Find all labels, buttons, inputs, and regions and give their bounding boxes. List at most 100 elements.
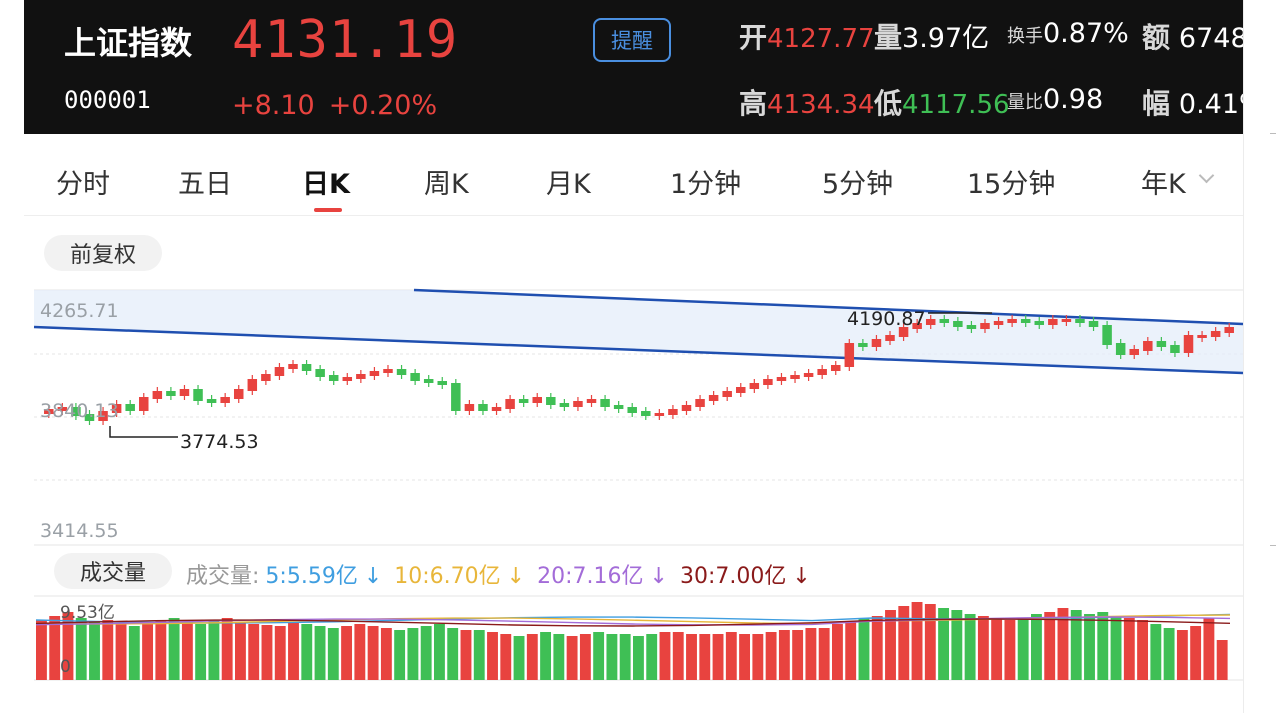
volume-bar (938, 608, 950, 680)
volume-bar (168, 618, 180, 680)
volume-bar (487, 632, 498, 680)
y-axis-label-top: 4265.71 (40, 300, 119, 322)
candle-body (817, 369, 827, 375)
volume-bar (261, 625, 273, 680)
change-value: +8.10 (232, 90, 315, 121)
volume-bar (1057, 608, 1069, 680)
volume-bar (274, 626, 286, 680)
candle-body (912, 323, 922, 329)
volume-bar (1110, 616, 1122, 680)
tab-daily-k[interactable]: 日K (302, 169, 350, 200)
channel-upper-line (413, 288, 1243, 326)
candle-body (654, 413, 665, 416)
adjust-mode-button[interactable]: 前复权 (44, 235, 162, 271)
volume-bar (579, 634, 591, 680)
candle-body (790, 375, 800, 379)
volume-bar (1084, 614, 1095, 680)
volume-bar (1044, 612, 1056, 680)
right-edge-panel (1243, 0, 1280, 713)
volume-bar (1097, 612, 1109, 680)
tab-intraday[interactable]: 分时 (56, 169, 110, 200)
tab-five-day[interactable]: 五日 (178, 169, 232, 200)
volume-bar (606, 634, 618, 680)
volume-bar (1004, 620, 1016, 680)
candle-body (993, 321, 1004, 325)
volume-bar (619, 634, 631, 680)
volume-bar (858, 618, 870, 680)
candle-body (356, 374, 366, 379)
candle-body (1210, 331, 1221, 337)
tab-15min[interactable]: 15分钟 (967, 169, 1056, 200)
volume-bar (805, 628, 817, 680)
candle-body (1020, 319, 1031, 323)
tab-1min[interactable]: 1分钟 (670, 169, 742, 200)
high-label: 高 (739, 87, 768, 120)
change-percent: +0.20% (328, 90, 438, 121)
volume-bar (540, 632, 552, 680)
volume-bar (288, 622, 299, 680)
candlestick-chart[interactable]: 4265.71 3840.13 3414.55 3774.53 4190.87 (24, 280, 1243, 550)
candle-body (152, 391, 163, 399)
volume-bar (1031, 614, 1042, 680)
candle-body (518, 399, 529, 403)
candle-body (939, 319, 950, 323)
volume-bar (686, 634, 697, 680)
volume-bar (633, 636, 644, 680)
candle-body (1075, 319, 1085, 323)
candle-body (1224, 327, 1234, 333)
volume-bar (1017, 618, 1029, 680)
price-change: +8.10 +0.20% (232, 90, 451, 121)
candle-body (668, 409, 678, 415)
volume-bar (407, 628, 419, 680)
volume-bar (49, 616, 61, 680)
stat-open: 开4127.77 (739, 16, 875, 56)
ma5-value: 5:5.59亿 ↓ (265, 564, 383, 589)
low-label: 低 (874, 87, 903, 120)
candle-body (98, 411, 108, 421)
volume-axis-bottom: 0 (60, 657, 71, 677)
volume-bar (341, 626, 353, 680)
volume-bar (739, 634, 751, 680)
candle-body (410, 373, 420, 381)
candle-body (505, 399, 515, 409)
low-value: 4117.56 (902, 90, 1010, 120)
volume-bar (1203, 618, 1215, 680)
candle-body (342, 377, 353, 381)
stat-amount: 额 6748 (1142, 16, 1243, 56)
volume-bar (885, 610, 896, 680)
period-tabs: 分时 五日 日K 周K 月K 1分钟 5分钟 15分钟 年K (24, 140, 1243, 216)
candle-body (478, 404, 488, 411)
candle-body (803, 373, 814, 377)
volume-bar (221, 618, 233, 680)
channel-fill (34, 290, 1243, 373)
stat-volume: 量3.97亿 (874, 16, 989, 56)
volume-chart[interactable]: 9.53亿 0 (24, 594, 1243, 684)
tab-5min[interactable]: 5分钟 (822, 169, 894, 200)
alert-button[interactable]: 提醒 (593, 18, 671, 62)
candle-body (179, 389, 190, 396)
volume-bar (327, 628, 339, 680)
amplitude-label: 幅 (1142, 87, 1171, 120)
volume-bar (195, 624, 207, 680)
volume-bar (924, 604, 936, 680)
amount-value: 6748 (1178, 23, 1243, 54)
candle-body (532, 397, 542, 403)
candle-body (1197, 335, 1207, 338)
candle-body (233, 389, 244, 399)
volume-bar (115, 624, 127, 680)
volume-bar (845, 622, 857, 680)
volume-bar (752, 634, 764, 680)
candle-body (423, 379, 434, 383)
volume-indicator-button[interactable]: 成交量 (54, 553, 172, 589)
volume-bar (394, 630, 406, 680)
volume-bar (248, 624, 260, 680)
candle-body (1102, 325, 1112, 345)
quote-header: 上证指数 000001 4131.19 +8.10 +0.20% 提醒 开4127… (24, 0, 1243, 134)
volume-bar (62, 612, 74, 680)
open-value: 4127.77 (767, 24, 875, 54)
index-name: 上证指数 (64, 24, 193, 62)
volume-bar (314, 626, 326, 680)
tab-yearly-k[interactable]: 年K (1141, 169, 1186, 200)
tab-weekly-k[interactable]: 周K (424, 169, 469, 200)
tab-monthly-k[interactable]: 月K (546, 169, 591, 200)
